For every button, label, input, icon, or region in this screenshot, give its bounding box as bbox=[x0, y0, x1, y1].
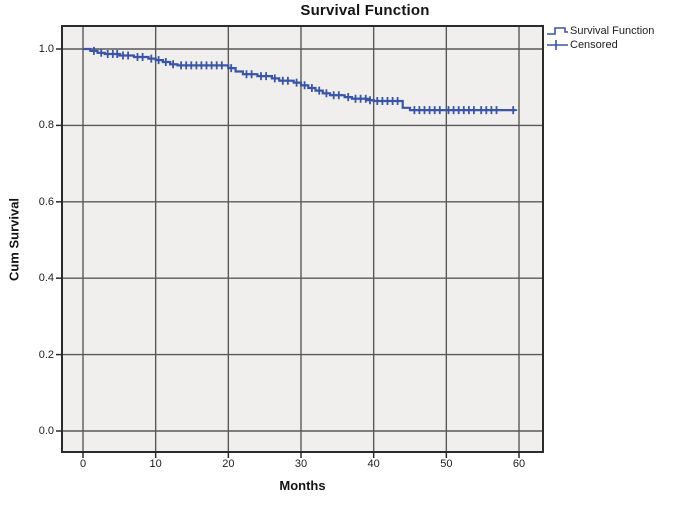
x-tick-label: 0 bbox=[79, 458, 87, 470]
censored-plus-marks bbox=[89, 46, 518, 115]
y-tick-label: 0.2 bbox=[38, 348, 54, 361]
x-tick-label: 40 bbox=[367, 458, 380, 470]
x-axis-title: Months bbox=[279, 478, 326, 493]
plus-marker-icon bbox=[547, 40, 568, 50]
plot-panel bbox=[62, 26, 543, 452]
y-tick-label: 0.4 bbox=[38, 272, 54, 285]
x-tick-label: 60 bbox=[512, 458, 526, 470]
y-tick-label: 0.8 bbox=[38, 119, 54, 132]
chart-title: Survival Function bbox=[300, 2, 430, 19]
x-tick-label: 30 bbox=[294, 458, 308, 470]
x-tick-label: 50 bbox=[440, 458, 453, 470]
x-tick-label: 20 bbox=[222, 458, 235, 470]
legend-label-censored: Censored bbox=[570, 39, 618, 51]
step-line-icon bbox=[547, 27, 568, 35]
legend-row-survival: Survival Function bbox=[546, 24, 654, 38]
y-tick-label: 0.0 bbox=[38, 425, 54, 437]
y-axis-title: Cum Survival bbox=[6, 197, 22, 282]
y-tick-label: 0.6 bbox=[38, 195, 54, 208]
plot-panel-border bbox=[61, 25, 544, 453]
legend-row-censored: Censored bbox=[546, 38, 654, 52]
y-tick-label: 1.0 bbox=[38, 43, 54, 55]
x-tick-label: 10 bbox=[149, 458, 162, 470]
axis-tick-marks bbox=[56, 48, 520, 458]
legend: Survival Function Censored bbox=[546, 24, 654, 52]
legend-label-survival: Survival Function bbox=[570, 25, 655, 37]
gridlines bbox=[62, 26, 543, 452]
